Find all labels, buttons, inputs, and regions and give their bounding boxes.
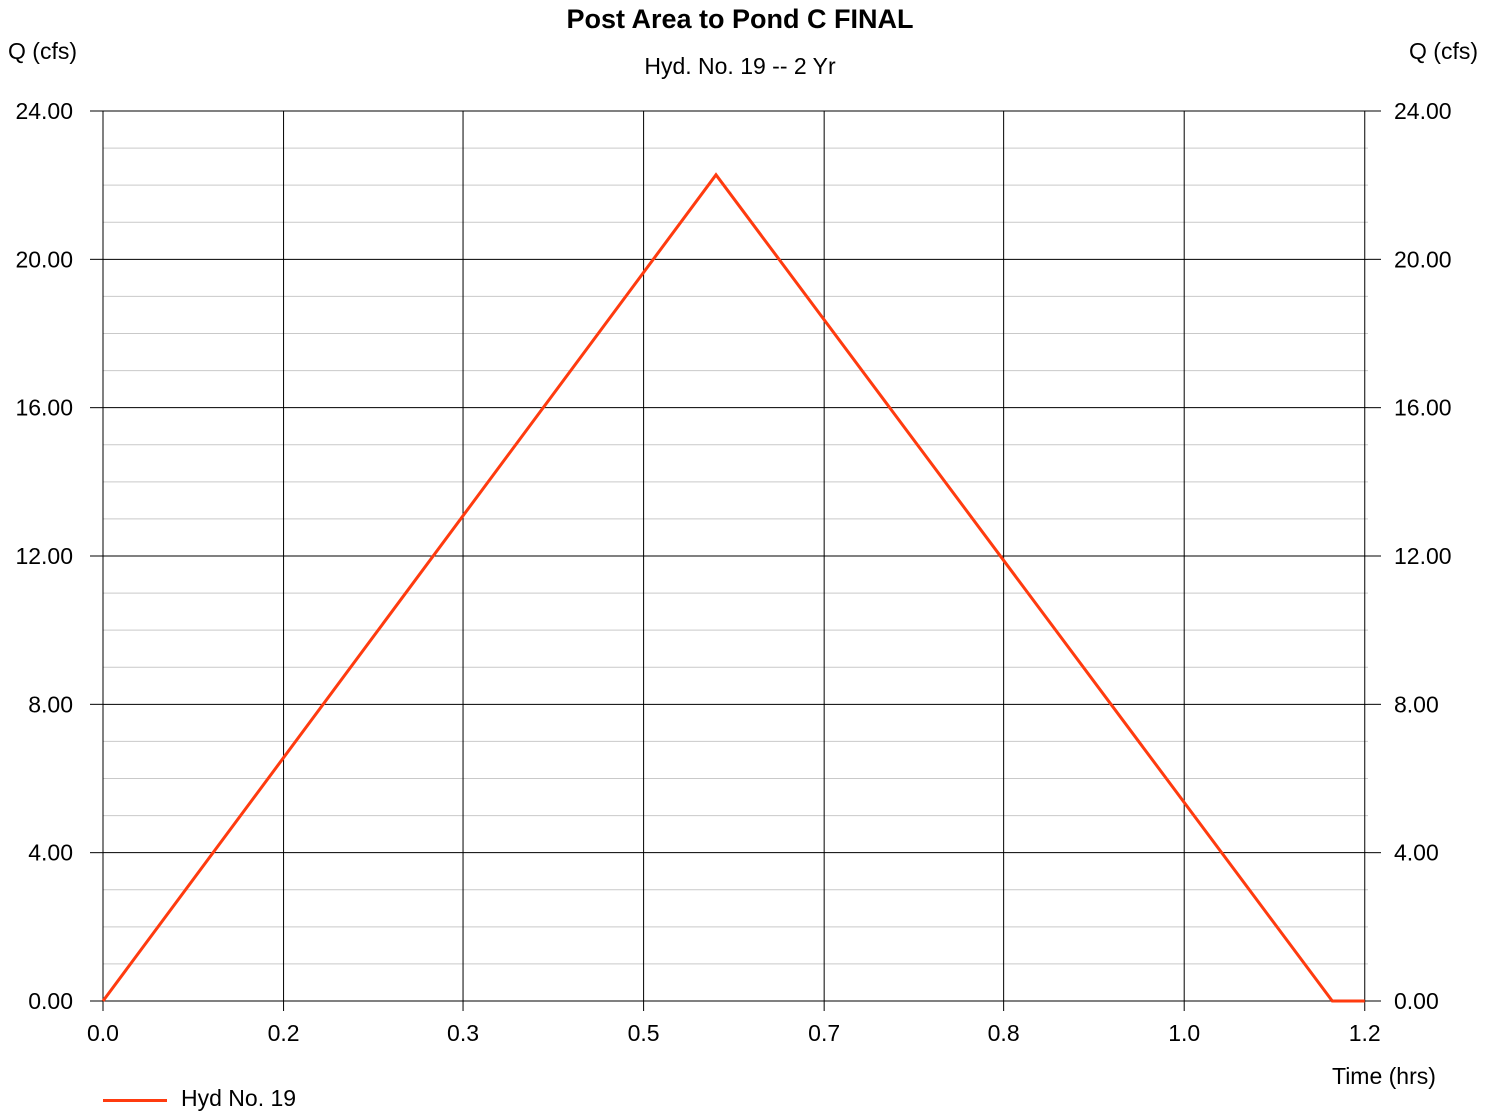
y-tick-label-right: 12.00 [1394, 543, 1452, 569]
y-tick-label-right: 0.00 [1394, 988, 1439, 1014]
x-tick-label: 0.7 [808, 1020, 840, 1046]
x-tick-label: 0.0 [87, 1020, 119, 1046]
legend-swatch [103, 1099, 167, 1102]
y-axis-label-left: Q (cfs) [8, 38, 77, 64]
chart-subtitle: Hyd. No. 19 -- 2 Yr [644, 53, 836, 79]
legend-label: Hyd No. 19 [181, 1085, 297, 1111]
y-tick-label-left: 12.00 [15, 543, 73, 569]
x-tick-label: 0.2 [268, 1020, 300, 1046]
y-tick-label-left: 24.00 [15, 98, 73, 124]
y-tick-label-left: 20.00 [15, 246, 73, 272]
minor-gridlines [103, 147, 1368, 965]
axis-ticks [90, 110, 1381, 1011]
x-tick-label: 1.0 [1168, 1020, 1200, 1046]
y-tick-label-left: 8.00 [28, 691, 73, 717]
x-axis-label: Time (hrs) [1332, 1063, 1436, 1089]
series-group [101, 172, 1365, 1003]
x-tick-label: 1.2 [1349, 1020, 1381, 1046]
x-tick-label: 0.3 [447, 1020, 479, 1046]
y-tick-label-right: 16.00 [1394, 395, 1452, 421]
x-tick-label: 0.5 [628, 1020, 660, 1046]
y-tick-label-left: 16.00 [15, 395, 73, 421]
tick-labels: 0.00 0.00 4.00 4.00 8.00 8.00 12.00 12.00 16.00 1… [15, 98, 1451, 1046]
y-tick-label-left: 0.00 [28, 988, 73, 1014]
y-tick-label-right: 4.00 [1394, 840, 1439, 866]
y-tick-label-left: 4.00 [28, 840, 73, 866]
legend: Hyd No. 19 [103, 1085, 403, 1115]
major-gridlines [102, 110, 1368, 1002]
y-tick-label-right: 24.00 [1394, 98, 1452, 124]
x-tick-label: 0.8 [988, 1020, 1020, 1046]
y-tick-label-right: 8.00 [1394, 691, 1439, 717]
chart-title: Post Area to Pond C FINAL [566, 4, 914, 34]
y-axis-label-right: Q (cfs) [1409, 38, 1478, 64]
y-tick-label-right: 20.00 [1394, 246, 1452, 272]
series-line [101, 172, 1365, 1003]
